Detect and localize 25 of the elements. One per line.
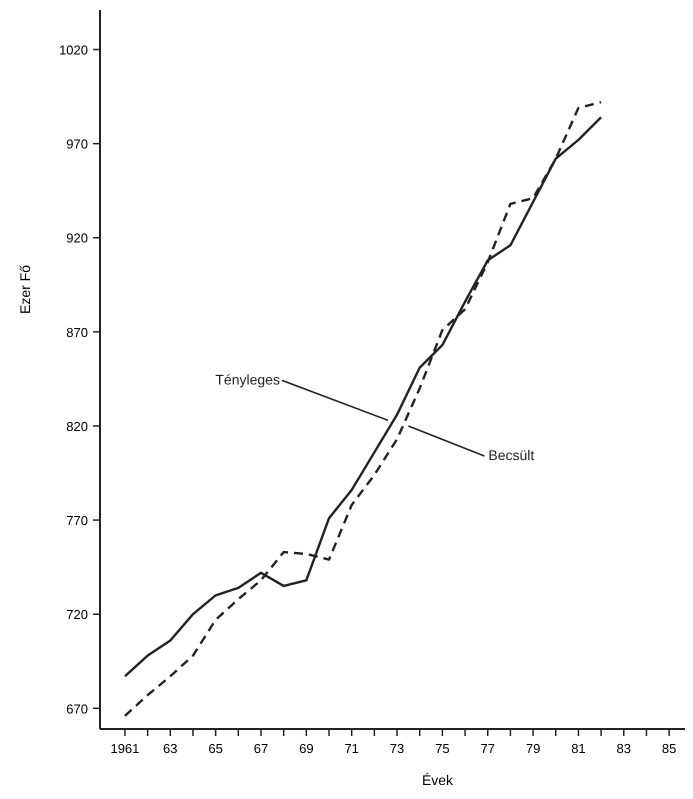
x-tick-label: 67	[254, 741, 268, 756]
x-tick-label: 69	[299, 741, 314, 756]
y-tick-label: 870	[66, 324, 88, 340]
x-tick-label: 77	[480, 741, 495, 756]
y-tick-label: 770	[66, 513, 88, 528]
y-tick-label: 670	[66, 701, 88, 716]
annotation: Becsült	[488, 446, 534, 463]
y-tick-label: 970	[66, 136, 88, 152]
annotation: Tényleges	[215, 371, 280, 388]
x-tick-label: 83	[616, 741, 632, 756]
x-tick-label: 73	[390, 741, 404, 756]
y-tick-label: 720	[66, 607, 88, 622]
y-tick-label: 920	[66, 230, 88, 246]
x-tick-label: 1961	[110, 741, 140, 756]
x-tick-label: 79	[526, 741, 540, 756]
y-axis-title: Ezer Fő	[17, 264, 33, 314]
x-tick-label: 85	[662, 741, 676, 756]
x-tick-label: 63	[163, 741, 178, 756]
x-tick-label: 75	[435, 741, 450, 756]
x-axis-title: Évek	[422, 772, 454, 788]
y-tick-label: 820	[66, 418, 88, 434]
x-tick-label: 65	[208, 741, 223, 756]
x-tick-label: 71	[344, 741, 359, 756]
y-tick-label: 1020	[59, 42, 88, 58]
x-tick-label: 81	[571, 741, 586, 756]
